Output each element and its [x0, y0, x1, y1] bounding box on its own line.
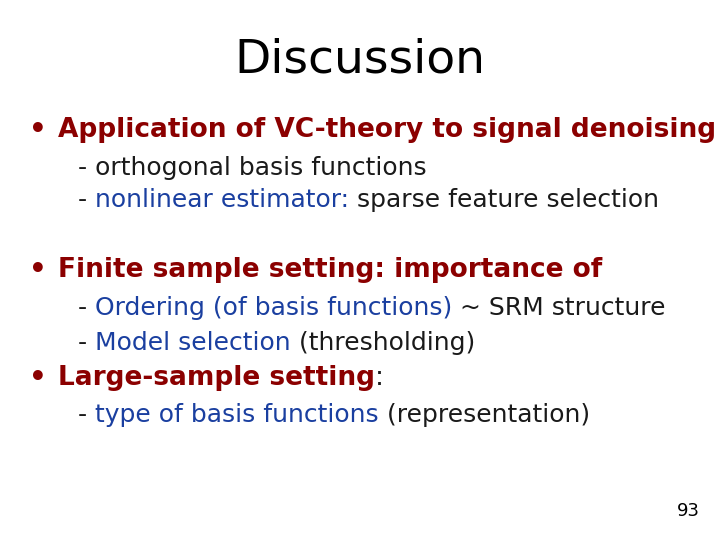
- Text: Model selection: Model selection: [95, 331, 291, 355]
- Text: -: -: [78, 403, 95, 427]
- Text: Discussion: Discussion: [235, 37, 485, 83]
- Text: sparse feature selection: sparse feature selection: [349, 188, 659, 212]
- Text: :: :: [375, 365, 384, 391]
- Text: nonlinear estimator:: nonlinear estimator:: [95, 188, 349, 212]
- Text: (thresholding): (thresholding): [291, 331, 475, 355]
- Text: -: -: [78, 188, 95, 212]
- Text: Ordering (of basis functions): Ordering (of basis functions): [95, 296, 452, 320]
- Text: •: •: [29, 116, 47, 144]
- Text: 93: 93: [677, 502, 700, 520]
- Text: •: •: [29, 364, 47, 392]
- Text: ~ SRM structure: ~ SRM structure: [452, 296, 666, 320]
- Text: •: •: [29, 256, 47, 284]
- Text: Large-sample setting: Large-sample setting: [58, 365, 375, 391]
- Text: (representation): (representation): [379, 403, 590, 427]
- Text: -: -: [78, 331, 95, 355]
- Text: type of basis functions: type of basis functions: [95, 403, 379, 427]
- Text: Finite sample setting: importance of: Finite sample setting: importance of: [58, 257, 602, 283]
- Text: - orthogonal basis functions: - orthogonal basis functions: [78, 156, 427, 180]
- Text: -: -: [78, 296, 95, 320]
- Text: Application of VC-theory to signal denoising: Application of VC-theory to signal denoi…: [58, 117, 716, 143]
